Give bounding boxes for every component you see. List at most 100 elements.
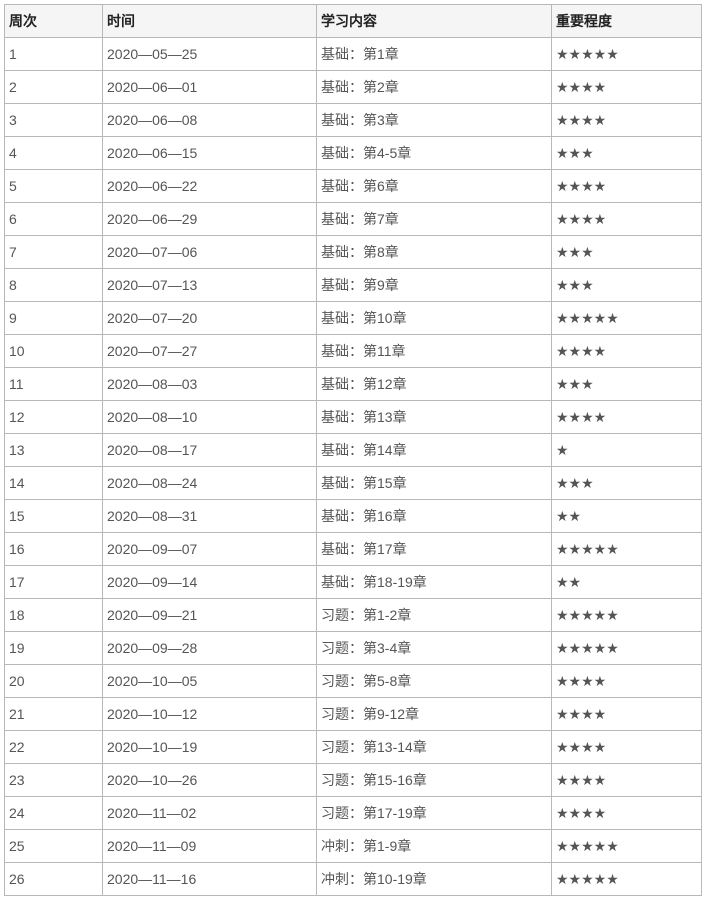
cell-topic: 基础：第17章 bbox=[317, 533, 552, 566]
cell-topic: 基础：第12章 bbox=[317, 368, 552, 401]
col-stars: 重要程度 bbox=[552, 5, 702, 38]
cell-week: 17 bbox=[5, 566, 103, 599]
cell-topic: 冲刺：第1-9章 bbox=[317, 830, 552, 863]
cell-stars: ★★★★★ bbox=[552, 533, 702, 566]
cell-date: 2020—11—02 bbox=[103, 797, 317, 830]
cell-topic: 基础：第10章 bbox=[317, 302, 552, 335]
cell-topic: 基础：第7章 bbox=[317, 203, 552, 236]
cell-date: 2020—07—13 bbox=[103, 269, 317, 302]
cell-stars: ★★★★ bbox=[552, 698, 702, 731]
cell-stars: ★★★★ bbox=[552, 335, 702, 368]
table-row: 52020—06—22基础：第6章★★★★ bbox=[5, 170, 702, 203]
cell-week: 20 bbox=[5, 665, 103, 698]
cell-week: 7 bbox=[5, 236, 103, 269]
cell-date: 2020—08—31 bbox=[103, 500, 317, 533]
table-row: 222020—10—19习题：第13-14章★★★★ bbox=[5, 731, 702, 764]
study-plan-table: 周次 时间 学习内容 重要程度 12020—05—25基础：第1章★★★★★22… bbox=[4, 4, 702, 896]
cell-stars: ★★★ bbox=[552, 236, 702, 269]
cell-date: 2020—06—22 bbox=[103, 170, 317, 203]
cell-topic: 基础：第11章 bbox=[317, 335, 552, 368]
table-row: 22020—06—01基础：第2章★★★★ bbox=[5, 71, 702, 104]
table-row: 132020—08—17基础：第14章★ bbox=[5, 434, 702, 467]
cell-week: 21 bbox=[5, 698, 103, 731]
table-row: 122020—08—10基础：第13章★★★★ bbox=[5, 401, 702, 434]
cell-date: 2020—06—29 bbox=[103, 203, 317, 236]
table-row: 212020—10—12习题：第9-12章★★★★ bbox=[5, 698, 702, 731]
cell-topic: 基础：第4-5章 bbox=[317, 137, 552, 170]
cell-date: 2020—11—09 bbox=[103, 830, 317, 863]
cell-topic: 基础：第13章 bbox=[317, 401, 552, 434]
cell-stars: ★★★★ bbox=[552, 71, 702, 104]
cell-week: 25 bbox=[5, 830, 103, 863]
cell-date: 2020—10—05 bbox=[103, 665, 317, 698]
cell-topic: 基础：第3章 bbox=[317, 104, 552, 137]
table-row: 42020—06—15基础：第4-5章★★★ bbox=[5, 137, 702, 170]
cell-stars: ★★★ bbox=[552, 269, 702, 302]
cell-week: 16 bbox=[5, 533, 103, 566]
table-row: 262020—11—16冲刺：第10-19章★★★★★ bbox=[5, 863, 702, 896]
cell-stars: ★★★★ bbox=[552, 665, 702, 698]
cell-topic: 基础：第9章 bbox=[317, 269, 552, 302]
cell-date: 2020—11—16 bbox=[103, 863, 317, 896]
cell-date: 2020—06—15 bbox=[103, 137, 317, 170]
table-row: 72020—07—06基础：第8章★★★ bbox=[5, 236, 702, 269]
table-row: 32020—06—08基础：第3章★★★★ bbox=[5, 104, 702, 137]
cell-date: 2020—09—28 bbox=[103, 632, 317, 665]
cell-topic: 基础：第18-19章 bbox=[317, 566, 552, 599]
cell-date: 2020—09—14 bbox=[103, 566, 317, 599]
cell-topic: 习题：第1-2章 bbox=[317, 599, 552, 632]
table-row: 62020—06—29基础：第7章★★★★ bbox=[5, 203, 702, 236]
col-date: 时间 bbox=[103, 5, 317, 38]
cell-week: 24 bbox=[5, 797, 103, 830]
table-row: 92020—07—20基础：第10章★★★★★ bbox=[5, 302, 702, 335]
table-row: 202020—10—05习题：第5-8章★★★★ bbox=[5, 665, 702, 698]
table-row: 192020—09—28习题：第3-4章★★★★★ bbox=[5, 632, 702, 665]
cell-week: 2 bbox=[5, 71, 103, 104]
cell-stars: ★★★ bbox=[552, 137, 702, 170]
cell-week: 19 bbox=[5, 632, 103, 665]
cell-stars: ★★★★ bbox=[552, 401, 702, 434]
cell-date: 2020—07—27 bbox=[103, 335, 317, 368]
cell-stars: ★★ bbox=[552, 500, 702, 533]
cell-topic: 习题：第5-8章 bbox=[317, 665, 552, 698]
cell-topic: 基础：第2章 bbox=[317, 71, 552, 104]
cell-week: 5 bbox=[5, 170, 103, 203]
table-row: 102020—07—27基础：第11章★★★★ bbox=[5, 335, 702, 368]
cell-week: 15 bbox=[5, 500, 103, 533]
cell-stars: ★★★ bbox=[552, 368, 702, 401]
cell-week: 23 bbox=[5, 764, 103, 797]
col-topic: 学习内容 bbox=[317, 5, 552, 38]
cell-date: 2020—08—03 bbox=[103, 368, 317, 401]
cell-date: 2020—05—25 bbox=[103, 38, 317, 71]
cell-date: 2020—09—21 bbox=[103, 599, 317, 632]
cell-topic: 基础：第16章 bbox=[317, 500, 552, 533]
table-row: 112020—08—03基础：第12章★★★ bbox=[5, 368, 702, 401]
table-row: 82020—07—13基础：第9章★★★ bbox=[5, 269, 702, 302]
cell-stars: ★★★ bbox=[552, 467, 702, 500]
cell-stars: ★★★★★ bbox=[552, 302, 702, 335]
cell-topic: 基础：第14章 bbox=[317, 434, 552, 467]
cell-week: 14 bbox=[5, 467, 103, 500]
cell-date: 2020—10—19 bbox=[103, 731, 317, 764]
cell-date: 2020—10—26 bbox=[103, 764, 317, 797]
cell-stars: ★★★★★ bbox=[552, 632, 702, 665]
cell-stars: ★★★★ bbox=[552, 170, 702, 203]
cell-week: 4 bbox=[5, 137, 103, 170]
cell-week: 26 bbox=[5, 863, 103, 896]
table-row: 232020—10—26习题：第15-16章★★★★ bbox=[5, 764, 702, 797]
table-row: 12020—05—25基础：第1章★★★★★ bbox=[5, 38, 702, 71]
cell-date: 2020—06—01 bbox=[103, 71, 317, 104]
cell-stars: ★★★★ bbox=[552, 104, 702, 137]
table-row: 162020—09—07基础：第17章★★★★★ bbox=[5, 533, 702, 566]
cell-stars: ★★★★★ bbox=[552, 830, 702, 863]
table-row: 152020—08—31基础：第16章★★ bbox=[5, 500, 702, 533]
cell-date: 2020—08—10 bbox=[103, 401, 317, 434]
cell-week: 8 bbox=[5, 269, 103, 302]
cell-topic: 习题：第15-16章 bbox=[317, 764, 552, 797]
cell-topic: 基础：第6章 bbox=[317, 170, 552, 203]
cell-week: 13 bbox=[5, 434, 103, 467]
cell-topic: 冲刺：第10-19章 bbox=[317, 863, 552, 896]
cell-week: 11 bbox=[5, 368, 103, 401]
cell-week: 18 bbox=[5, 599, 103, 632]
table-row: 242020—11—02习题：第17-19章★★★★ bbox=[5, 797, 702, 830]
